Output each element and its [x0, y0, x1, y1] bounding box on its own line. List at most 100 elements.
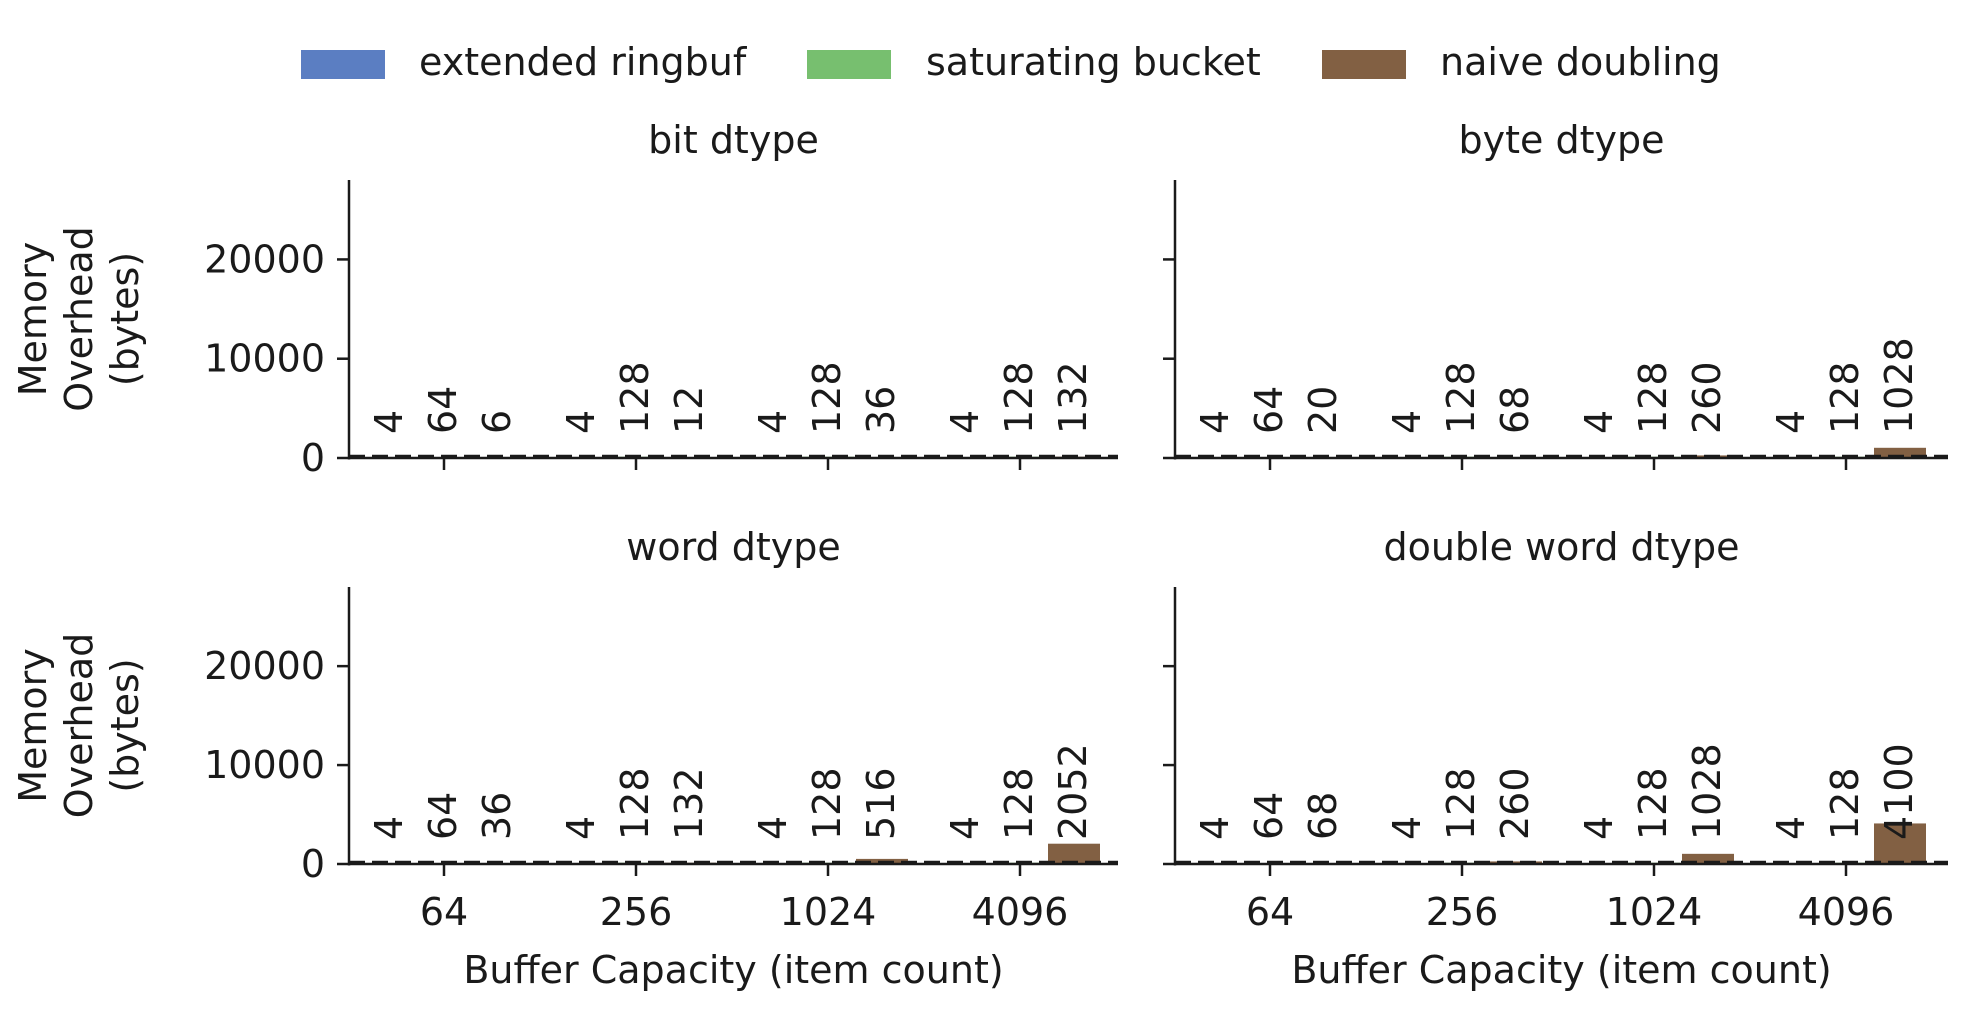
legend: extended ringbuf saturating bucket naive d… — [301, 40, 1721, 84]
bar-value-label: 64 — [1247, 792, 1291, 840]
bar-value-label: 4 — [1769, 410, 1813, 434]
y-axis-label-line: Memory — [11, 242, 55, 397]
bar-value-label: 132 — [667, 767, 711, 840]
bar-value-label: 1028 — [1877, 337, 1921, 434]
bar-value-label: 4 — [367, 410, 411, 434]
series-saturating-bucket: 64 128 128 128 — [418, 767, 1046, 864]
y-axis-label: MemoryOverhead(bytes) — [11, 226, 147, 412]
bar-value-label: 36 — [859, 386, 903, 434]
x-axis-label: Buffer Capacity (item count) — [1291, 948, 1831, 992]
panels: bit dtype 4 4 4 4 64 128 128 128 6 12 36 132 0 10000 20… — [11, 118, 1948, 992]
legend-swatch — [301, 50, 385, 79]
legend-swatch — [807, 50, 891, 79]
y-axis-label-line: Memory — [11, 648, 55, 803]
bar-value-label: 128 — [613, 361, 657, 434]
panel-double-word-dtype: double word dtype 4 4 4 4 64 128 128 128 68 260 102… — [1163, 525, 1948, 992]
bar-value-label: 260 — [1685, 361, 1729, 434]
bar-value-label: 64 — [421, 792, 465, 840]
legend-label: saturating bucket — [926, 40, 1261, 84]
bar-value-label: 64 — [1247, 386, 1291, 434]
x-axis-label: Buffer Capacity (item count) — [463, 948, 1003, 992]
bar-value-label: 4 — [1385, 816, 1429, 840]
bar-value-label: 128 — [1823, 361, 1867, 434]
bar-value-label: 128 — [997, 361, 1041, 434]
bar — [1874, 447, 1926, 458]
bar-value-label: 4 — [367, 816, 411, 840]
bar — [1048, 843, 1100, 864]
bar-value-label: 6 — [475, 410, 519, 434]
y-tick-label: 20000 — [204, 644, 325, 688]
y-tick-label: 20000 — [204, 237, 325, 281]
x-tick-label: 4096 — [972, 890, 1069, 934]
series-extended-ringbuf: 4 4 4 4 — [364, 816, 992, 864]
bar-value-label: 4100 — [1877, 743, 1921, 840]
series-naive-doubling: 6 12 36 132 — [472, 361, 1100, 458]
y-tick-label: 10000 — [204, 337, 325, 381]
series-naive-doubling: 68 260 1028 4100 — [1298, 743, 1926, 864]
x-tick-label: 64 — [1246, 890, 1294, 934]
series-saturating-bucket: 64 128 128 128 — [1244, 767, 1872, 864]
bar-value-label: 128 — [613, 767, 657, 840]
series-naive-doubling: 36 132 516 2052 — [472, 743, 1100, 864]
bar-value-label: 128 — [1631, 767, 1675, 840]
bar — [1490, 861, 1542, 864]
bar-value-label: 1028 — [1685, 743, 1729, 840]
x-tick-label: 256 — [1426, 890, 1499, 934]
bar-value-label: 20 — [1301, 386, 1345, 434]
bar-value-label: 4 — [751, 410, 795, 434]
series-saturating-bucket: 64 128 128 128 — [1244, 361, 1872, 458]
bar-value-label: 132 — [1051, 361, 1095, 434]
bar-value-label: 64 — [421, 386, 465, 434]
bar-value-label: 260 — [1493, 767, 1537, 840]
bar-value-label: 4 — [1769, 816, 1813, 840]
panel-bit-dtype: bit dtype 4 4 4 4 64 128 128 128 6 12 36 132 0 10000 20… — [11, 118, 1118, 480]
bar-value-label: 128 — [1631, 361, 1675, 434]
bar-value-label: 4 — [1385, 410, 1429, 434]
y-axis-label-line: (bytes) — [103, 252, 147, 386]
bar — [1682, 853, 1734, 864]
x-tick-label: 1024 — [1606, 890, 1703, 934]
series-saturating-bucket: 64 128 128 128 — [418, 361, 1046, 458]
y-tick-label: 10000 — [204, 743, 325, 787]
y-axis-label-line: (bytes) — [103, 658, 147, 792]
series-naive-doubling: 20 68 260 1028 — [1298, 337, 1926, 458]
bar-value-label: 68 — [1301, 792, 1345, 840]
panel-title: double word dtype — [1383, 525, 1739, 569]
legend-item-extended-ringbuf: extended ringbuf — [301, 40, 748, 84]
y-axis-label: MemoryOverhead(bytes) — [11, 633, 147, 819]
bar-value-label: 68 — [1493, 386, 1537, 434]
bar-value-label: 4 — [751, 816, 795, 840]
y-tick-label: 0 — [301, 842, 325, 886]
bar-value-label: 4 — [1193, 410, 1237, 434]
legend-item-naive-doubling: naive doubling — [1322, 40, 1721, 84]
legend-swatch — [1322, 50, 1406, 79]
bar-value-label: 128 — [1823, 767, 1867, 840]
bar-value-label: 128 — [805, 361, 849, 434]
bar-value-label: 4 — [1193, 816, 1237, 840]
panel-title: bit dtype — [648, 118, 819, 162]
x-tick-label: 4096 — [1798, 890, 1895, 934]
bar-value-label: 128 — [805, 767, 849, 840]
bar-value-label: 12 — [667, 386, 711, 434]
bar-value-label: 4 — [943, 816, 987, 840]
bar-value-label: 128 — [1439, 767, 1483, 840]
y-axis-label-line: Overhead — [57, 633, 101, 819]
bar-value-label: 4 — [943, 410, 987, 434]
panel-word-dtype: word dtype 4 4 4 4 64 128 128 128 36 132 516 2052 0 10… — [11, 525, 1118, 992]
x-tick-label: 1024 — [780, 890, 877, 934]
bar-value-label: 4 — [1577, 816, 1621, 840]
bar-value-label: 2052 — [1051, 743, 1095, 840]
legend-item-saturating-bucket: saturating bucket — [807, 40, 1261, 84]
bar-value-label: 4 — [559, 410, 603, 434]
y-tick-label: 0 — [301, 436, 325, 480]
y-axis-label-line: Overhead — [57, 226, 101, 412]
x-tick-label: 64 — [420, 890, 468, 934]
bar — [1874, 823, 1926, 864]
panel-title: word dtype — [626, 525, 841, 569]
legend-label: extended ringbuf — [419, 40, 748, 84]
legend-label: naive doubling — [1440, 40, 1721, 84]
bar-value-label: 4 — [1577, 410, 1621, 434]
panel-byte-dtype: byte dtype 4 4 4 4 64 128 128 128 20 68 260 1028 — [1163, 118, 1948, 470]
bar-value-label: 4 — [559, 816, 603, 840]
